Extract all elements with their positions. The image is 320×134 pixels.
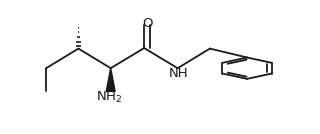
Text: NH$_2$: NH$_2$ bbox=[96, 90, 123, 105]
Polygon shape bbox=[106, 68, 115, 91]
Text: O: O bbox=[142, 17, 152, 30]
Text: NH: NH bbox=[169, 67, 189, 80]
